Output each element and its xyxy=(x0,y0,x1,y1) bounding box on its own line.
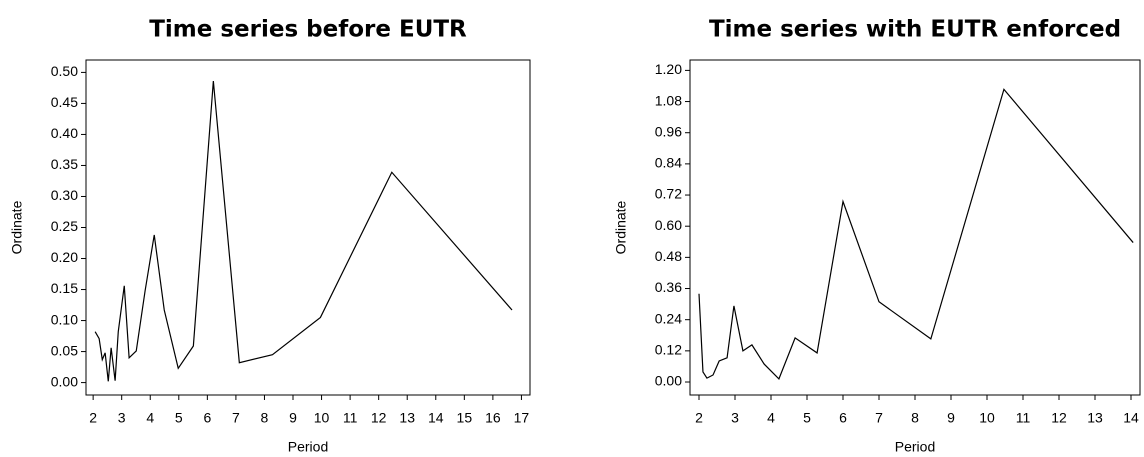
x-tick-label: 14 xyxy=(1123,410,1139,426)
y-tick-label: 0.72 xyxy=(655,186,682,202)
x-tick-label: 11 xyxy=(343,410,358,426)
y-tick-label: 0.50 xyxy=(51,63,78,79)
y-tick-label: 0.12 xyxy=(655,342,682,358)
x-tick-label: 8 xyxy=(261,410,269,426)
chart-title: Time series with EUTR enforced xyxy=(709,17,1121,43)
x-tick-label: 8 xyxy=(911,410,919,426)
y-tick-label: 0.96 xyxy=(655,123,682,139)
y-axis-label: Ordinate xyxy=(9,200,25,254)
x-tick-label: 12 xyxy=(1051,410,1067,426)
x-tick-label: 7 xyxy=(232,410,240,426)
y-axis-label: Ordinate xyxy=(613,200,629,254)
x-tick-label: 17 xyxy=(514,410,530,426)
y-tick-label: 1.08 xyxy=(655,92,682,108)
y-tick-label: 0.00 xyxy=(51,373,78,389)
x-tick-label: 6 xyxy=(203,410,211,426)
plot-frame xyxy=(689,59,1141,396)
x-tick-label: 13 xyxy=(1087,410,1103,426)
y-tick-label: 0.15 xyxy=(51,280,78,296)
y-tick-label: 0.60 xyxy=(655,217,682,233)
x-tick-label: 9 xyxy=(947,410,955,426)
plot-frame xyxy=(85,59,531,396)
y-tick-label: 0.40 xyxy=(51,125,78,141)
y-tick-label: 0.25 xyxy=(51,218,78,234)
x-axis-label: Period xyxy=(288,439,328,455)
y-tick-label: 0.30 xyxy=(51,187,78,203)
series-line xyxy=(94,81,513,382)
x-tick-label: 10 xyxy=(979,410,995,426)
y-tick-label: 1.20 xyxy=(655,61,682,77)
x-tick-label: 14 xyxy=(428,410,444,426)
x-tick-label: 11 xyxy=(1016,410,1031,426)
x-tick-label: 4 xyxy=(146,410,154,426)
y-tick-label: 0.36 xyxy=(655,279,682,295)
x-tick-label: 16 xyxy=(485,410,501,426)
series-line xyxy=(698,88,1134,380)
x-tick-label: 2 xyxy=(89,410,97,426)
x-axis-label: Period xyxy=(895,439,935,455)
y-tick-label: 0.05 xyxy=(51,342,78,358)
x-tick-label: 3 xyxy=(118,410,126,426)
y-tick-label: 0.10 xyxy=(51,311,78,327)
x-tick-label: 6 xyxy=(839,410,847,426)
y-tick-label: 0.45 xyxy=(51,94,78,110)
x-tick-label: 13 xyxy=(399,410,415,426)
chart-title: Time series before EUTR xyxy=(149,17,467,43)
y-tick-label: 0.48 xyxy=(655,248,682,264)
y-tick-label: 0.84 xyxy=(655,155,682,171)
x-tick-label: 12 xyxy=(371,410,387,426)
x-tick-label: 4 xyxy=(767,410,775,426)
x-tick-label: 5 xyxy=(803,410,811,426)
x-tick-label: 10 xyxy=(314,410,330,426)
x-tick-label: 3 xyxy=(731,410,739,426)
y-tick-label: 0.00 xyxy=(655,373,682,389)
x-tick-label: 9 xyxy=(289,410,297,426)
y-tick-label: 0.20 xyxy=(51,249,78,265)
y-tick-label: 0.35 xyxy=(51,156,78,172)
x-tick-label: 2 xyxy=(695,410,703,426)
x-tick-label: 15 xyxy=(457,410,473,426)
x-tick-label: 7 xyxy=(875,410,883,426)
x-tick-label: 5 xyxy=(175,410,183,426)
y-tick-label: 0.24 xyxy=(655,310,682,326)
